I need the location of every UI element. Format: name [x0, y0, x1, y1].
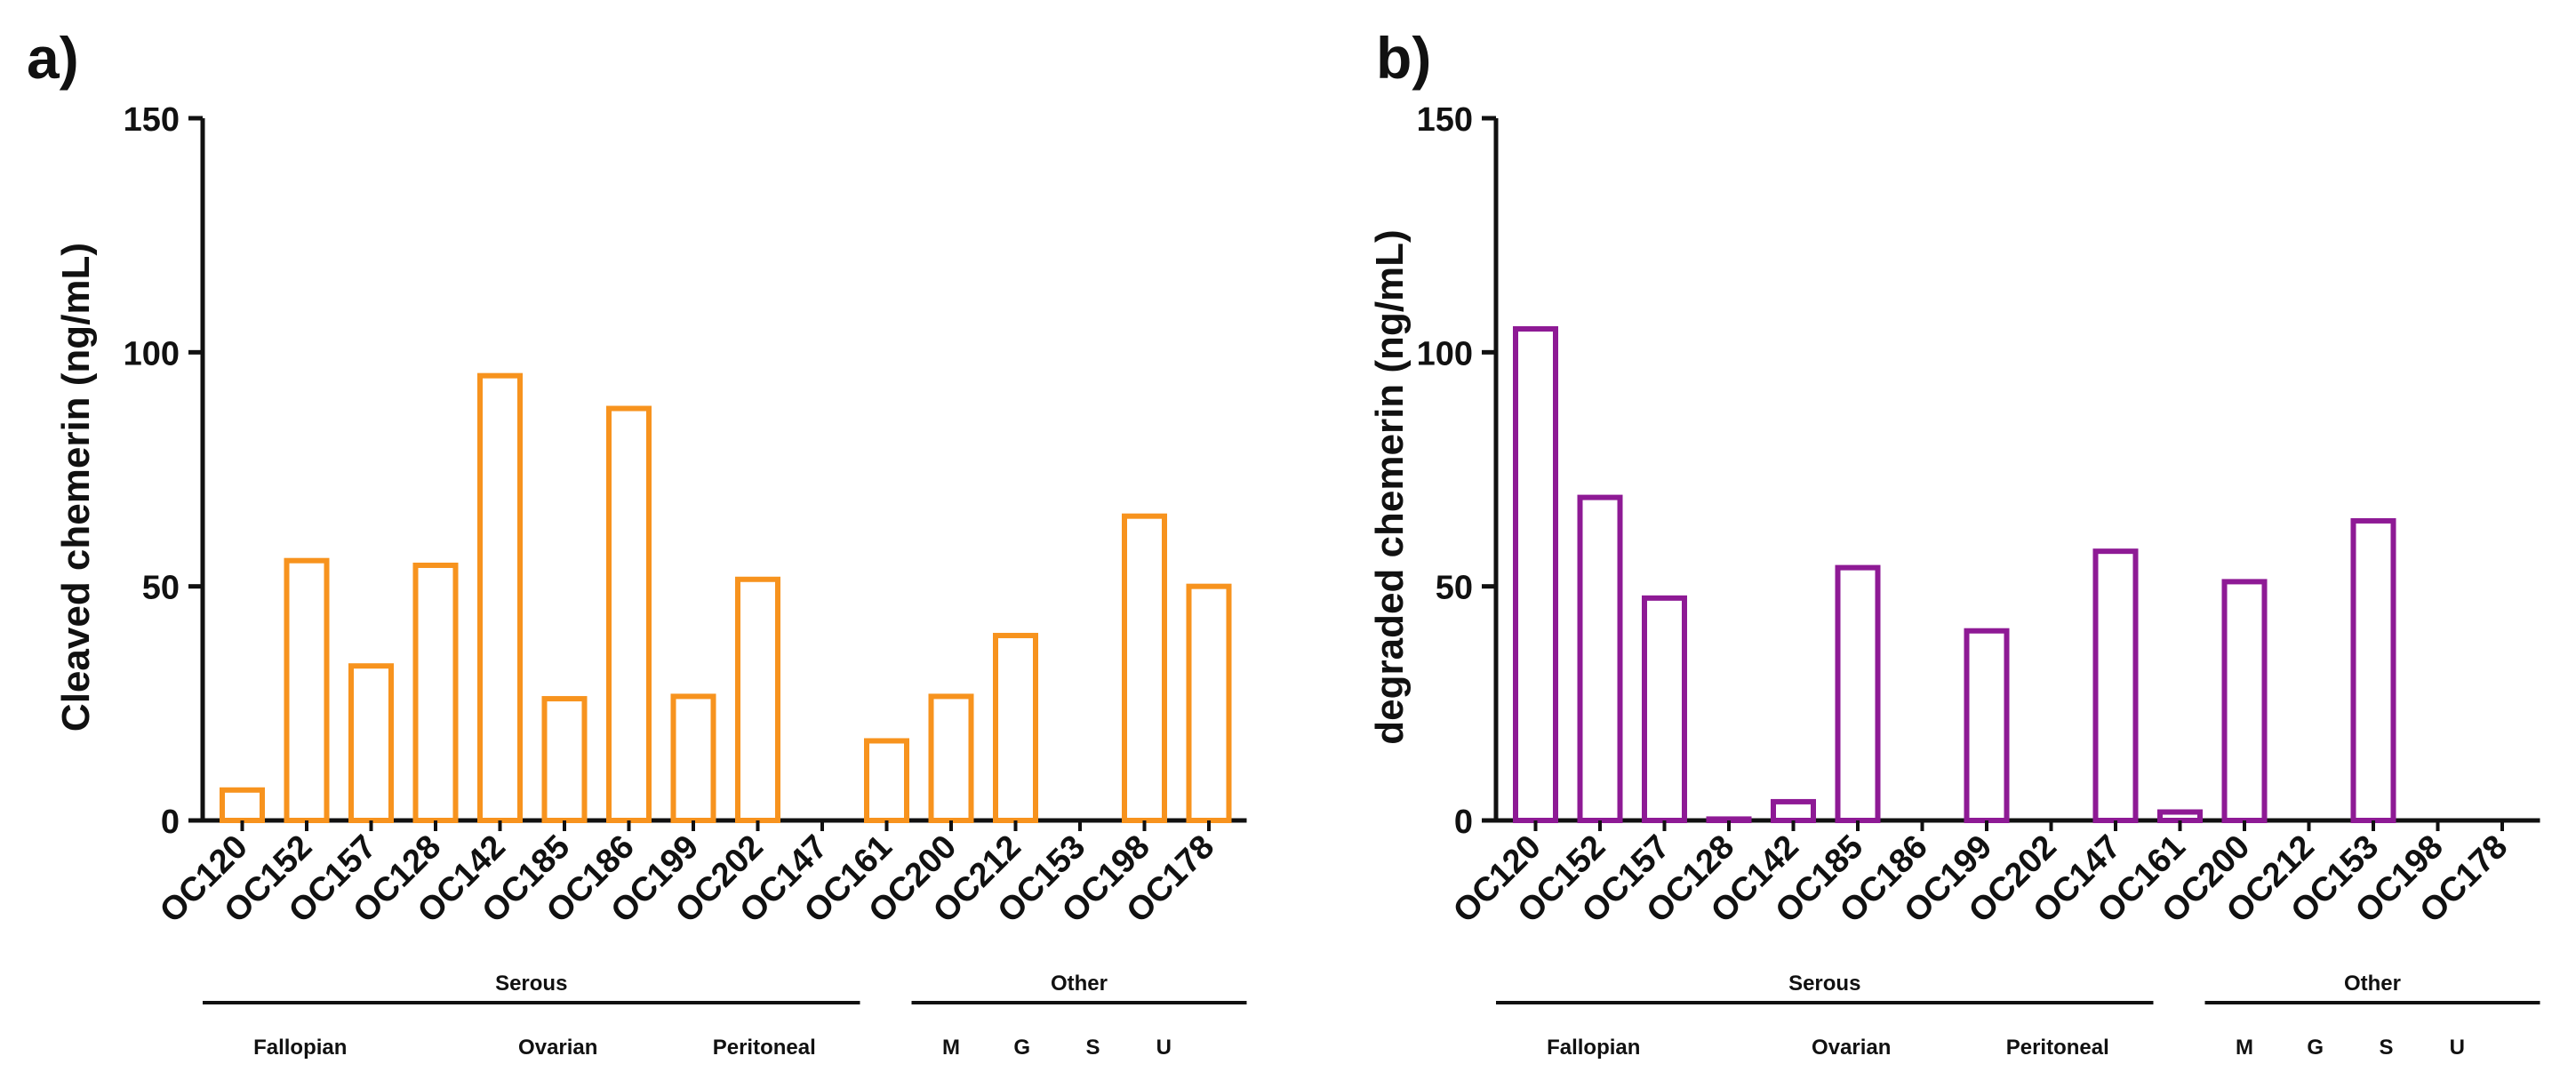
- bar-oc128: [1706, 816, 1752, 823]
- subgroup-label-peritoneal: Peritoneal: [713, 1036, 816, 1060]
- subgroup-label-g: G: [1013, 1036, 1030, 1060]
- subgroup-label-peritoneal: Peritoneal: [2006, 1036, 2109, 1060]
- y-tick-label: 150: [124, 101, 180, 139]
- bar-oc142: [477, 372, 523, 823]
- bar-oc147: [2092, 548, 2139, 824]
- bar-oc198: [1122, 513, 1167, 824]
- bar-oc152: [284, 557, 330, 823]
- bar-oc178: [1186, 583, 1232, 824]
- y-tick-label: 50: [1436, 570, 1473, 607]
- bar-oc212: [993, 632, 1038, 824]
- y-tick-label: 100: [1417, 335, 1473, 372]
- group-label-serous: Serous: [1788, 972, 1860, 996]
- y-tick-label: 50: [142, 570, 180, 607]
- bar-oc200: [2221, 579, 2268, 824]
- bar-oc199: [1964, 628, 2010, 824]
- bar-oc152: [1577, 494, 1623, 823]
- bar-oc161: [2157, 809, 2203, 824]
- group-label-other: Other: [2344, 972, 2401, 996]
- y-tick-label: 0: [161, 804, 180, 841]
- y-tick-label: 150: [1417, 101, 1473, 139]
- subgroup-label-ovarian: Ovarian: [1812, 1036, 1891, 1060]
- group-label-other: Other: [1051, 972, 1108, 996]
- bar-oc157: [348, 663, 394, 824]
- bar-oc120: [220, 787, 265, 823]
- subgroup-label-u: U: [2450, 1036, 2465, 1060]
- bar-oc185: [1835, 564, 1881, 823]
- panel-label: b): [1376, 25, 1431, 91]
- panel-label: a): [27, 25, 79, 91]
- bar-oc186: [606, 405, 652, 823]
- bar-oc128: [412, 562, 459, 823]
- bar-oc200: [928, 693, 974, 824]
- subgroup-label-fallopian: Fallopian: [1547, 1036, 1640, 1060]
- bar-oc161: [864, 738, 909, 824]
- bar-oc120: [1513, 326, 1558, 823]
- y-tick-label: 0: [1454, 804, 1473, 841]
- group-label-serous: Serous: [495, 972, 567, 996]
- subgroup-label-fallopian: Fallopian: [253, 1036, 347, 1060]
- subgroup-label-m: M: [2236, 1036, 2253, 1060]
- bar-oc157: [1642, 595, 1687, 823]
- y-axis-title: Cleaved chemerin (ng/mL): [54, 243, 98, 732]
- subgroup-label-ovarian: Ovarian: [518, 1036, 597, 1060]
- bar-oc142: [1771, 798, 1816, 824]
- subgroup-label-s: S: [1085, 1036, 1100, 1060]
- subgroup-label-g: G: [2307, 1036, 2324, 1060]
- subgroup-label-m: M: [942, 1036, 960, 1060]
- bar-oc199: [670, 693, 716, 824]
- bar-oc153: [2350, 517, 2396, 824]
- bar-oc202: [735, 576, 780, 823]
- subgroup-label-u: U: [1156, 1036, 1172, 1060]
- y-axis-title: degraded chemerin (ng/mL): [1368, 229, 1412, 744]
- subgroup-label-s: S: [2379, 1036, 2393, 1060]
- bar-oc185: [541, 696, 588, 823]
- y-tick-label: 100: [124, 335, 180, 372]
